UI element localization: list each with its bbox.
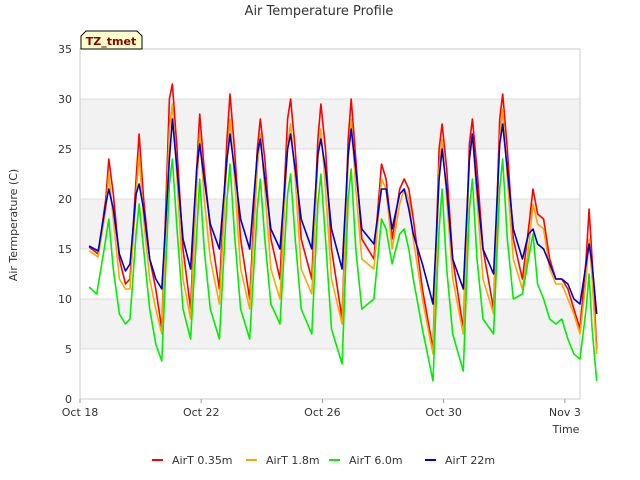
chart-title: Air Temperature Profile (245, 4, 394, 19)
badge-background (80, 30, 143, 50)
series-lines (88, 83, 598, 382)
plot-area (79, 48, 581, 400)
station-badge: TZ_tmet (80, 30, 143, 50)
x-axis-ticks: Oct 18 Oct 22 Oct 26 Oct 30 Nov 3 (62, 399, 581, 419)
x-tick-label: Oct 26 (304, 406, 341, 419)
series-line-airt-6-0m (88, 158, 598, 382)
legend-label: AirT 22m (445, 454, 495, 467)
series-line-airt-22m (88, 118, 598, 315)
grid-band (80, 99, 580, 149)
legend-label: AirT 6.0m (349, 454, 403, 467)
y-tick-label: 30 (58, 93, 72, 106)
series-line-airt-1-8m (88, 103, 598, 355)
badge-label: TZ_tmet (86, 35, 136, 48)
legend-label: AirT 0.35m (172, 454, 233, 467)
y-tick-label: 15 (58, 243, 72, 256)
y-tick-label: 0 (65, 393, 72, 406)
y-tick-label: 35 (58, 43, 72, 56)
y-axis-ticks: 0 5 10 15 20 25 30 35 (58, 43, 72, 406)
y-tick-label: 5 (65, 343, 72, 356)
legend: AirT 0.35m AirT 1.8m AirT 6.0m AirT 22m (152, 454, 495, 467)
x-tick-label: Oct 30 (425, 406, 462, 419)
y-tick-label: 20 (58, 193, 72, 206)
y-axis-label: Air Termperature (C) (7, 169, 20, 281)
x-tick-label: Oct 18 (62, 406, 99, 419)
y-tick-label: 10 (58, 293, 72, 306)
y-tick-label: 25 (58, 143, 72, 156)
x-axis-label: Time (552, 423, 580, 436)
legend-label: AirT 1.8m (266, 454, 320, 467)
x-tick-label: Nov 3 (549, 406, 581, 419)
x-tick-label: Oct 22 (183, 406, 220, 419)
